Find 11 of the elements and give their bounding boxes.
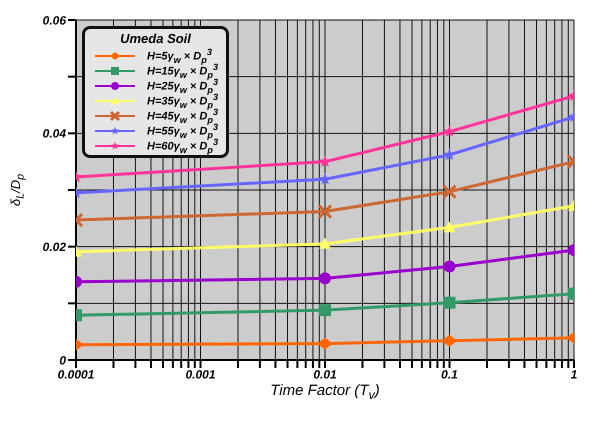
legend-title: Umeda Soil bbox=[119, 31, 192, 46]
x-tick-label: 0.01 bbox=[313, 368, 337, 382]
x-tick-label: 1 bbox=[570, 368, 578, 382]
x-tick-label: 0.0001 bbox=[58, 368, 95, 382]
y-tick-label: 0.06 bbox=[42, 13, 66, 28]
y-tick-label: 0 bbox=[59, 353, 66, 368]
x-tick-label: 0.001 bbox=[185, 368, 216, 382]
y-tick-label: 0.04 bbox=[42, 126, 66, 141]
x-axis-title: Time Factor (T$_{v}$) bbox=[269, 382, 381, 402]
y-tick-label: 0.02 bbox=[42, 240, 66, 254]
x-tick-label: 0.1 bbox=[441, 368, 458, 382]
